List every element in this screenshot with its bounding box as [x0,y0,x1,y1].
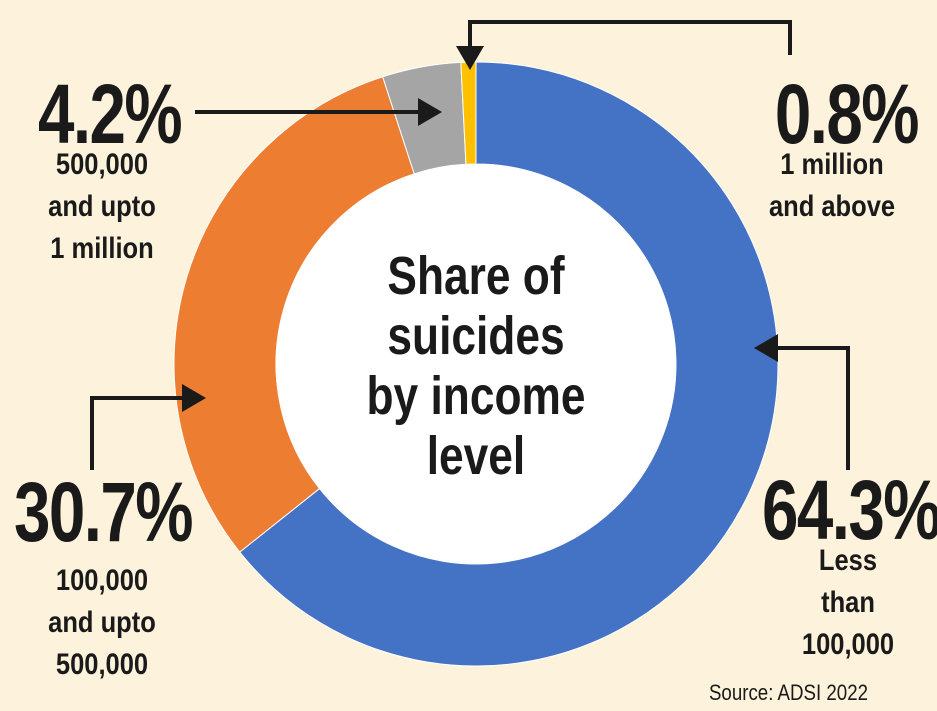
arrowhead [754,334,778,362]
arrow-line [770,346,850,470]
arrowhead [418,98,442,126]
arrow-line [90,396,190,470]
category-label: 100,000 and upto 500,000 [48,564,156,681]
value-label: 64.3% [762,463,937,557]
category-label: 1 million and above [768,148,896,223]
value-label: 0.8% [774,67,920,161]
source: Source: ADSI 2022 [708,680,868,705]
arrowhead [182,384,206,412]
value-label: 4.2% [38,67,183,161]
category-label: 500,000 and upto 1 million [48,148,156,265]
arrowheads [182,46,778,412]
slices [173,61,779,667]
arrowhead [456,46,484,70]
arrow-line [468,20,792,55]
category-label: Less than 100,000 [801,544,895,661]
arrows [90,20,850,470]
value-label: 30.7% [14,465,194,559]
donut-hole [276,164,676,564]
chart-title: Share of suicides by income level [366,246,586,486]
